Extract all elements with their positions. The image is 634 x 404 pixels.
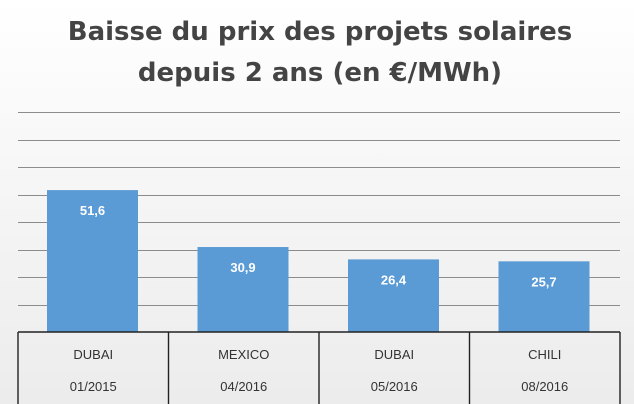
chart-title-line-1: Baisse du prix des projets solaires	[68, 17, 572, 47]
x-tick-date-label: 01/2015	[70, 379, 117, 394]
bar	[348, 259, 439, 332]
bar-value-label: 25,7	[531, 274, 556, 289]
x-tick-date-label: 08/2016	[521, 379, 568, 394]
bar	[498, 261, 590, 332]
x-tick-date-label: 05/2016	[371, 379, 418, 394]
bar-value-label: 51,6	[80, 203, 105, 218]
x-tick-label: DUBAI	[374, 347, 414, 362]
bar-value-label: 30,9	[230, 260, 255, 275]
chart-title-line-2: depuis 2 ans (en €/MWh)	[138, 58, 502, 88]
x-tick-date-label: 04/2016	[220, 379, 267, 394]
x-tick-label: CHILI	[528, 347, 561, 362]
bar-value-label: 26,4	[381, 272, 407, 287]
category-axis: DUBAI 01/2015 MEXICO 04/2016 DUBAI 05/2016 CHI…	[17, 331, 621, 404]
x-tick-label: MEXICO	[218, 347, 269, 362]
x-tick-label: DUBAI	[73, 347, 113, 362]
bars: 51,6 30,9 26,4 25,7	[47, 190, 590, 332]
bar	[197, 247, 289, 332]
bar	[47, 190, 138, 332]
